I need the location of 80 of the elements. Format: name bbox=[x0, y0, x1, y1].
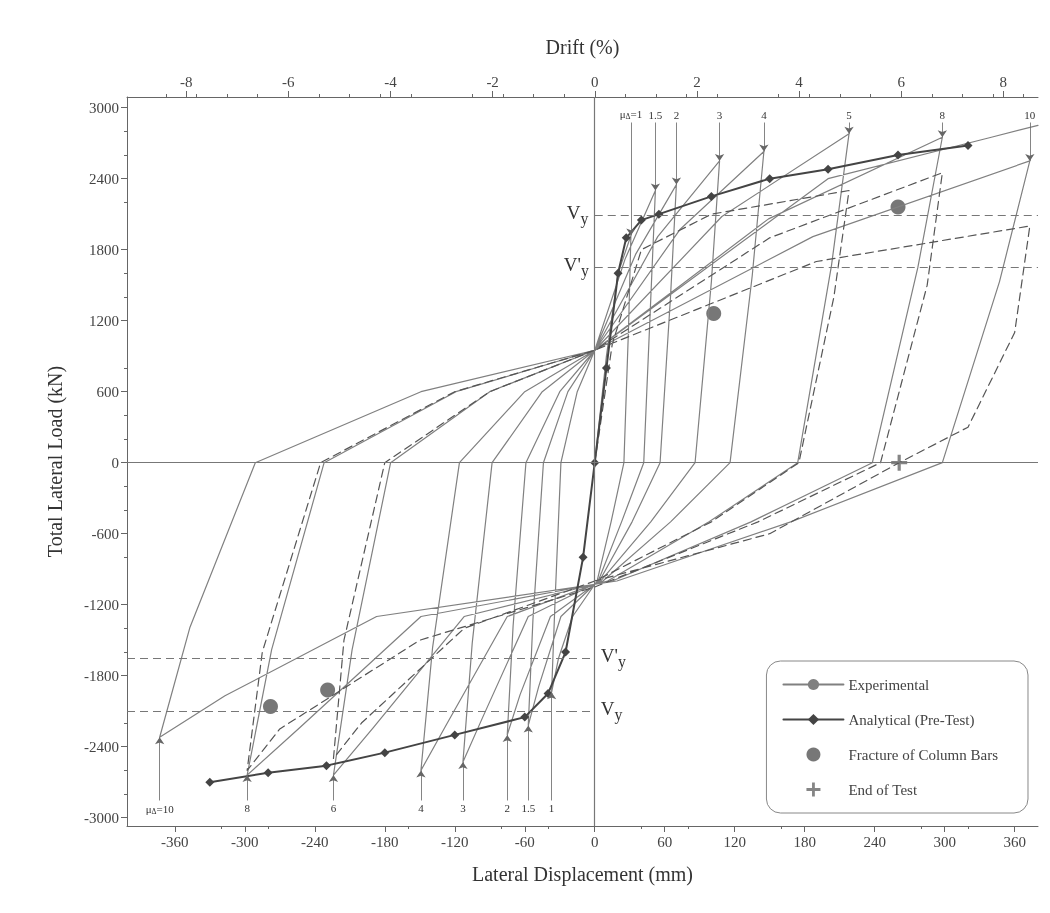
y-tick-label: 3000 bbox=[89, 99, 119, 116]
annotation: 2 bbox=[673, 109, 680, 122]
y-axis-title: Total Lateral Load (kN) bbox=[44, 365, 67, 558]
x2-tick-label: 8 bbox=[999, 73, 1008, 90]
annotation: 2 bbox=[504, 801, 511, 814]
annotation: 4 bbox=[418, 801, 425, 814]
annotation: 3 bbox=[460, 801, 467, 814]
legend-label: Experimental bbox=[848, 676, 930, 693]
x-tick-label: 360 bbox=[1003, 833, 1026, 850]
point bbox=[636, 215, 646, 225]
legend-label: Fracture of Column Bars bbox=[848, 746, 999, 763]
annotation: 8 bbox=[244, 801, 251, 814]
x-tick-label: 300 bbox=[933, 833, 956, 850]
x-tick-label: 120 bbox=[723, 833, 746, 850]
point bbox=[321, 761, 331, 771]
annotation: 1.5 bbox=[648, 109, 663, 122]
ref-line-label: V'$_{y}$ bbox=[600, 644, 626, 670]
legend-label: End of Test bbox=[848, 781, 918, 798]
point bbox=[380, 748, 390, 758]
line-series bbox=[246, 172, 1031, 771]
x-tick-label: -120 bbox=[441, 833, 469, 850]
x-tick-label: -300 bbox=[231, 833, 259, 850]
annotation: 10 bbox=[1024, 109, 1036, 122]
point bbox=[262, 698, 278, 714]
y-tick-label: -1800 bbox=[84, 667, 119, 684]
x2-tick-label: -8 bbox=[179, 73, 193, 90]
point bbox=[450, 730, 460, 740]
x-tick-label: -60 bbox=[514, 833, 535, 850]
x-tick-label: 0 bbox=[591, 833, 599, 850]
point bbox=[205, 777, 215, 787]
x2-axis-title: Drift (%) bbox=[545, 36, 620, 59]
ref-line-label: V$_{y}$ bbox=[600, 698, 623, 723]
x2-tick-label: -6 bbox=[282, 73, 296, 90]
point bbox=[578, 552, 588, 562]
x-tick-label: -360 bbox=[161, 833, 189, 850]
x2-tick-label: 4 bbox=[795, 73, 804, 90]
ref-line-label: V$_{y}$ bbox=[566, 202, 589, 228]
annotation: 1.5 bbox=[521, 801, 536, 814]
x-tick-label: 60 bbox=[657, 833, 673, 850]
x2-tick-label: 6 bbox=[897, 73, 906, 90]
annotation: 4 bbox=[761, 109, 768, 122]
y-tick-label: 1800 bbox=[89, 241, 119, 258]
legend-label: Analytical (Pre-Test) bbox=[848, 711, 975, 729]
x-tick-label: -180 bbox=[371, 833, 399, 850]
point bbox=[706, 191, 716, 201]
x2-tick-label: -4 bbox=[384, 73, 398, 90]
point bbox=[613, 268, 623, 278]
x-tick-label: 240 bbox=[863, 833, 886, 850]
point bbox=[893, 150, 903, 160]
ref-line-label: V'$_{y}$ bbox=[563, 254, 589, 280]
x-tick-label: 180 bbox=[793, 833, 816, 850]
x2-tick-label: 0 bbox=[591, 73, 599, 90]
point bbox=[823, 164, 833, 174]
point bbox=[320, 682, 336, 698]
point bbox=[765, 174, 775, 184]
annotation: 5 bbox=[846, 109, 853, 122]
annotation: 3 bbox=[716, 109, 723, 122]
annotation: 1 bbox=[548, 801, 555, 814]
y-tick-label: 1200 bbox=[89, 312, 119, 329]
x2-tick-label: -2 bbox=[486, 73, 499, 90]
x2-tick-label: 2 bbox=[693, 73, 701, 90]
point bbox=[520, 712, 530, 722]
point bbox=[601, 363, 611, 373]
y-tick-label: -600 bbox=[91, 525, 119, 542]
y-tick-label: -3000 bbox=[84, 809, 119, 826]
point bbox=[654, 209, 664, 219]
point bbox=[561, 647, 571, 657]
x-tick-label: -240 bbox=[301, 833, 329, 850]
y-tick-label: -1200 bbox=[84, 596, 119, 613]
x-axis-title: Lateral Displacement (mm) bbox=[471, 863, 694, 886]
point bbox=[706, 306, 722, 322]
y-tick-label: -2400 bbox=[84, 738, 119, 755]
annotation: 8 bbox=[939, 109, 946, 122]
point bbox=[263, 768, 273, 778]
y-tick-label: 0 bbox=[111, 454, 119, 471]
y-tick-label: 2400 bbox=[89, 170, 119, 187]
annotation: 6 bbox=[330, 801, 337, 814]
y-tick-label: 600 bbox=[96, 383, 119, 400]
point bbox=[621, 233, 631, 243]
point bbox=[963, 141, 973, 151]
